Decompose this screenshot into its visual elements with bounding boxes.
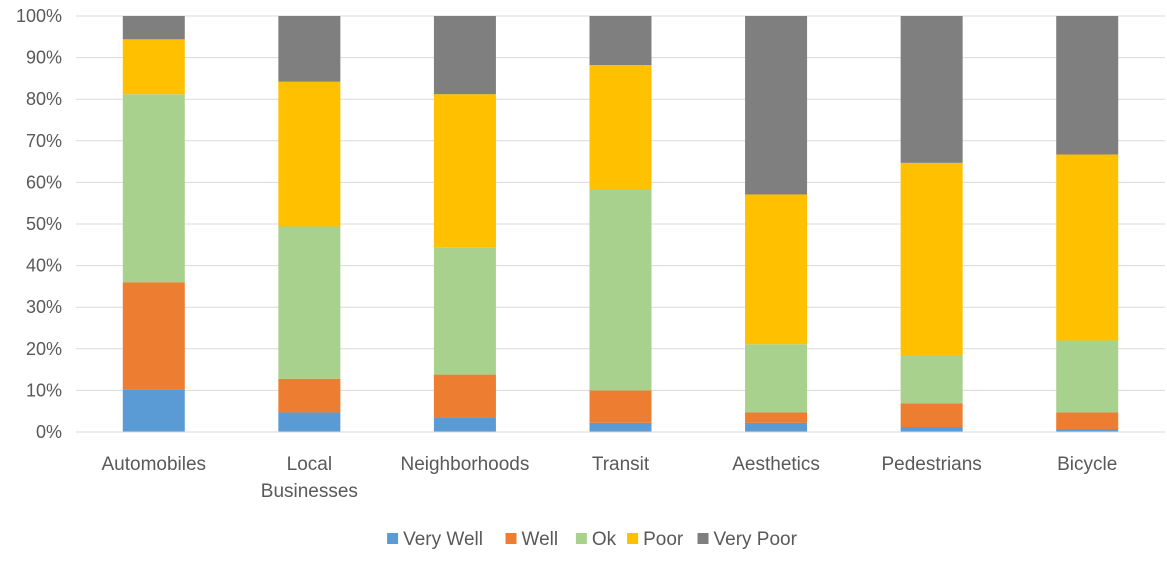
x-category-label: Local [287, 454, 332, 475]
x-category-label: Bicycle [1057, 454, 1117, 475]
bar-segment-poor [433, 94, 496, 248]
bar-segment-ok [589, 189, 652, 391]
x-axis-categories: Automobiles Local Businesses Neighborhoods T… [102, 454, 1118, 502]
legend-label-very-poor: Very Poor [714, 529, 798, 550]
bar-segment-ok [900, 355, 963, 404]
bar-segment-poor [1056, 154, 1119, 341]
y-tick-label: 10% [26, 380, 62, 400]
y-tick-label: 30% [26, 297, 62, 317]
bars [122, 16, 1119, 432]
bar-segment-ok [1056, 340, 1119, 413]
y-tick-label: 0% [36, 422, 62, 442]
y-axis-ticks: 0% 10% 20% 30% 40% 50% 60% 70% 80% 90% 100% [16, 6, 62, 442]
bar-segment-very-well [1056, 429, 1119, 432]
bar-segment-well [1056, 412, 1119, 430]
legend-swatch-ok [575, 533, 587, 544]
bar-segment-poor [278, 81, 341, 227]
legend: Very Well Well Ok Poor Very Poor [387, 529, 798, 550]
y-tick-label: 20% [26, 339, 62, 359]
bar-segment-ok [433, 247, 496, 375]
x-category-label: Transit [592, 454, 650, 475]
bar-segment-very-well [745, 422, 808, 432]
bar-segment-ok [745, 344, 808, 413]
bar-segment-well [745, 412, 808, 423]
bar-segment-very-poor [433, 16, 496, 95]
bar-segment-ok [278, 226, 341, 379]
x-category-label: Aesthetics [732, 454, 820, 475]
bar-segment-very-poor [745, 16, 808, 195]
bar-segment-poor [122, 39, 185, 95]
x-category-label: Neighborhoods [400, 454, 529, 475]
bar-segment-well [122, 282, 185, 390]
legend-label-ok: Ok [592, 529, 617, 550]
legend-label-very-well: Very Well [403, 529, 483, 550]
legend-swatch-poor [627, 533, 639, 544]
x-category-label: Pedestrians [881, 454, 981, 475]
bar-segment-well [433, 374, 496, 418]
y-tick-label: 70% [26, 131, 62, 151]
bar-segment-very-poor [122, 16, 185, 40]
y-tick-label: 50% [26, 214, 62, 234]
y-tick-label: 90% [26, 48, 62, 68]
bar-segment-poor [900, 162, 963, 356]
bar-segment-very-poor [900, 16, 963, 163]
x-category-label: Businesses [261, 481, 358, 502]
bar-segment-poor [745, 194, 808, 345]
bar-segment-very-well [433, 417, 496, 432]
legend-swatch-well [505, 533, 517, 544]
legend-swatch-very-poor [697, 533, 709, 544]
bar-segment-very-well [278, 412, 341, 432]
x-category-label: Automobiles [102, 454, 207, 475]
bar-segment-well [900, 403, 963, 428]
bar-segment-poor [589, 65, 652, 190]
bar-segment-very-well [900, 427, 963, 432]
bar-segment-very-poor [1056, 16, 1119, 155]
bar-segment-ok [122, 94, 185, 283]
bar-segment-very-well [589, 422, 652, 432]
y-tick-label: 80% [26, 89, 62, 109]
legend-label-well: Well [522, 529, 559, 550]
legend-swatch-very-well [387, 533, 399, 544]
y-tick-label: 40% [26, 256, 62, 276]
legend-label-poor: Poor [643, 529, 684, 550]
bar-segment-very-well [122, 389, 185, 432]
y-tick-label: 60% [26, 172, 62, 192]
y-tick-label: 100% [16, 6, 62, 26]
bar-segment-well [278, 378, 341, 413]
bar-segment-very-poor [589, 16, 652, 66]
bar-segment-very-poor [278, 16, 341, 82]
bar-segment-well [589, 390, 652, 423]
